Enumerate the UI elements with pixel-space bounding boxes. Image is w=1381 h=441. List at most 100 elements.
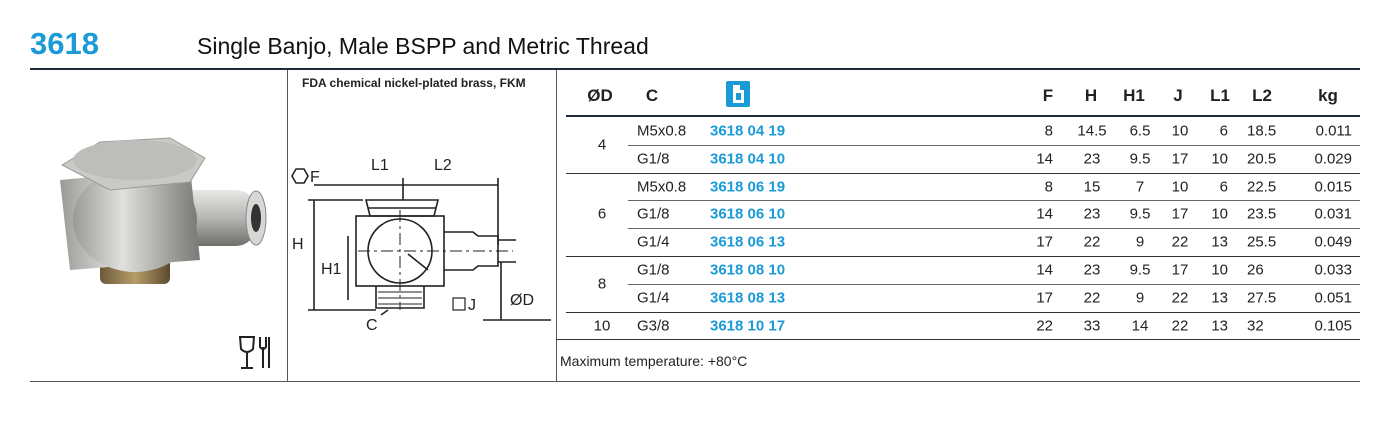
cell: 26 (1247, 261, 1264, 279)
cell: 0.105 (1314, 317, 1352, 334)
cell: 17 (1036, 289, 1053, 307)
cell: 9 (1135, 289, 1145, 307)
article-number: 3618 10 17 (710, 317, 786, 334)
row-rule (628, 283, 1360, 285)
cell: 22 (1171, 317, 1189, 334)
cell: 9.5 (1129, 150, 1151, 168)
cell: G1/8 (637, 261, 670, 279)
cell: 10 (1211, 261, 1228, 279)
cell: 14.5 (1077, 122, 1107, 140)
cell: 6 (1219, 122, 1228, 140)
cell: 13 (1211, 233, 1228, 251)
cell: 0.031 (1314, 205, 1352, 223)
cell: 22 (1171, 289, 1189, 307)
diameter: 4 (597, 136, 607, 154)
cell: 10 (1171, 122, 1189, 140)
cell: 23 (1083, 150, 1101, 168)
cell: 0.011 (1315, 122, 1352, 140)
group-rule (566, 172, 1360, 174)
group-rule (566, 311, 1360, 313)
product-code: 3618 (30, 26, 99, 61)
product-photo (60, 137, 267, 284)
cell: 32 (1247, 317, 1264, 334)
cell: 17 (1171, 261, 1189, 279)
cell: 18.5 (1247, 122, 1277, 140)
row-rule (628, 228, 1360, 230)
cell: 22 (1036, 317, 1053, 334)
label-l2: L2 (434, 157, 452, 174)
article-number: 3618 06 13 (710, 233, 786, 251)
row-rule (628, 144, 1360, 146)
column-header: L1 (1210, 86, 1230, 105)
cell: 33 (1083, 317, 1101, 334)
cell: 6 (1219, 178, 1228, 195)
header-rule (566, 115, 1360, 117)
cell: 14 (1036, 150, 1053, 168)
cell: 14 (1036, 205, 1053, 223)
diameter: 10 (593, 317, 611, 334)
cell: G1/4 (637, 289, 670, 307)
cell: 0.029 (1314, 150, 1352, 168)
cell: 23 (1083, 205, 1101, 223)
cell: 6.5 (1129, 122, 1151, 140)
label-l1: L1 (371, 157, 389, 174)
cell: 14 (1131, 317, 1149, 334)
cell: 23.5 (1247, 205, 1277, 223)
dimension-drawing: F L1 L2 H H1 J ØD C (291, 157, 551, 334)
cell: 9 (1135, 233, 1145, 251)
diameter: 8 (597, 275, 607, 293)
cell: 27.5 (1247, 289, 1277, 307)
cell: 8 (1044, 122, 1053, 140)
column-header: F (1042, 86, 1054, 105)
cell: 15 (1083, 178, 1101, 195)
food-safe-icon (238, 336, 270, 369)
label-c: C (366, 317, 378, 334)
cell: 14 (1036, 261, 1053, 279)
catalog-icon (726, 81, 750, 107)
cell: 22.5 (1247, 178, 1277, 195)
note: Maximum temperature: +80°C (560, 353, 748, 369)
article-number: 3618 08 10 (710, 261, 786, 279)
material: FDA chemical nickel-plated brass, FKM (302, 76, 526, 90)
column-header: L2 (1252, 86, 1272, 105)
article-number: 3618 08 13 (710, 289, 786, 307)
cell: G1/8 (637, 150, 670, 168)
cell: G3/8 (637, 317, 670, 334)
column-header: H1 (1123, 86, 1145, 105)
cell: 0.015 (1314, 178, 1352, 195)
cell: 10 (1211, 205, 1228, 223)
article-number: 3618 06 10 (710, 205, 786, 223)
cell: G1/8 (637, 205, 670, 223)
article-number: 3618 04 19 (710, 122, 786, 140)
label-h1: H1 (321, 261, 342, 278)
article-number: 3618 04 10 (710, 150, 786, 168)
cell: 17 (1171, 150, 1189, 168)
product-title: Single Banjo, Male BSPP and Metric Threa… (197, 33, 649, 59)
column-header: ØD (587, 86, 613, 105)
cell: 23 (1083, 261, 1101, 279)
cell: 22 (1171, 233, 1189, 251)
cell: M5x0.8 (637, 122, 687, 140)
divider (287, 70, 288, 381)
label-f: F (310, 169, 320, 186)
cell: 13 (1211, 289, 1228, 307)
column-header: kg (1318, 86, 1338, 105)
bottom-rule (30, 381, 1360, 382)
cell: 17 (1036, 233, 1053, 251)
top-rule (30, 68, 1360, 70)
cell: 0.049 (1314, 233, 1352, 251)
cell: 10 (1211, 150, 1228, 168)
label-j: J (468, 297, 476, 314)
cell: 0.051 (1314, 289, 1352, 307)
article-number: 3618 06 19 (710, 178, 786, 195)
column-header: H (1084, 86, 1098, 105)
diameter: 6 (597, 205, 607, 223)
cell: 17 (1171, 205, 1189, 223)
cell: 22 (1083, 233, 1101, 251)
cell: 0.033 (1314, 261, 1352, 279)
cell: 13 (1211, 317, 1228, 334)
group-rule (566, 256, 1360, 257)
cell: 9.5 (1129, 205, 1151, 223)
cell: 9.5 (1129, 261, 1151, 279)
